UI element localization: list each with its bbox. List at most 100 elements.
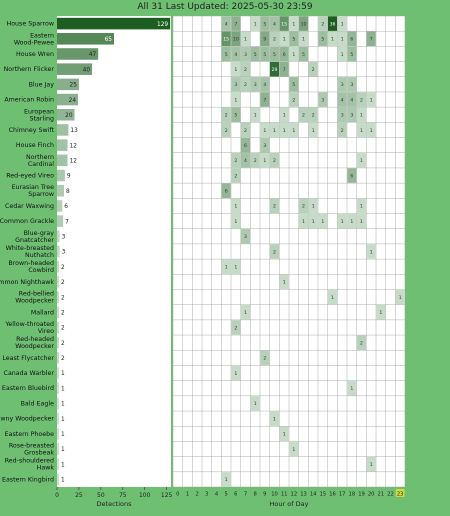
heatmap-cell-label: 4 — [225, 21, 228, 27]
heatmap-cell-label: 1 — [302, 37, 305, 43]
category-label: Downy Woodpecker — [0, 416, 54, 423]
bar-x-ticks: 0 25 50 75 100 125 — [55, 487, 173, 499]
heatmap-cell-label: 1 — [312, 219, 315, 225]
heatmap-cell-label: 1 — [292, 128, 295, 134]
heatmap-cell-label: 2 — [273, 204, 276, 210]
bar-value-label: 1 — [61, 478, 65, 484]
heatmap-cell — [221, 259, 231, 274]
heatmap-cell-label: 6 — [283, 52, 286, 58]
heatmap-cell-label: 2 — [263, 356, 266, 362]
heatmap-cell-label: 2 — [312, 67, 315, 73]
category-label: Canada Warbler — [4, 370, 55, 377]
heatmap-cell-label: 1 — [331, 295, 334, 301]
bar-value-label: 47 — [89, 52, 97, 58]
heatmap-cell — [337, 16, 347, 31]
heatmap-cell — [298, 198, 309, 214]
heatmap-cell — [298, 31, 309, 47]
heatmap-cell-label: 1 — [360, 204, 363, 210]
bar — [57, 382, 59, 395]
heatmap-cell — [337, 122, 347, 138]
tick-label: 50 — [97, 492, 105, 499]
bar — [57, 291, 59, 303]
heatmap-cell — [308, 61, 318, 77]
heatmap-x-ticks: 0 1 2 3 4 5 6 7 8 9 10 11 12 13 14 15 16 17 18 19 20 21 22 23 — [176, 489, 405, 498]
hour-tick-label: 9 — [263, 492, 266, 498]
heatmap-cell — [356, 335, 367, 350]
category-label: Rose-breasted Grosbeak — [9, 443, 55, 457]
bar — [57, 154, 68, 167]
hour-tick-label: 14 — [310, 492, 317, 498]
hour-tick-label: 11 — [281, 492, 288, 498]
heatmap-cell — [231, 320, 241, 335]
heatmap-cell — [337, 46, 347, 62]
heatmap-cell — [250, 107, 260, 123]
heatmap-cell — [269, 244, 280, 259]
heatmap-cell-label: 5 — [302, 52, 305, 58]
heatmap-cell-label: 4 — [273, 21, 276, 27]
hour-tick-label: 0 — [176, 492, 179, 498]
bar-series — [57, 17, 171, 486]
category-label: Red-bellied Woodpecker — [15, 291, 54, 305]
heatmap-cell-label: 6 — [350, 37, 353, 43]
heatmap-cell-label: 1 — [312, 128, 315, 134]
heatmap-cell-label: 1 — [331, 37, 334, 43]
hour-tick-label: 4 — [215, 492, 219, 498]
bar — [57, 397, 59, 410]
heatmap-cell-label: 15 — [223, 37, 229, 43]
heatmap-cell — [240, 77, 251, 92]
bar-value-label: 13 — [70, 128, 78, 134]
heatmap-cell — [289, 46, 299, 62]
heatmap-cell-label: 1 — [350, 219, 353, 225]
heatmap-cell-label: 7 — [370, 37, 373, 43]
heatmap-cell — [231, 365, 241, 381]
heatmap-cell — [221, 31, 231, 47]
heatmap-cell — [240, 122, 251, 138]
heatmap-cell-label: 2 — [234, 173, 237, 179]
heatmap-cell-label: 5 — [292, 82, 295, 88]
category-label: Bald Eagle — [21, 400, 55, 407]
heatmap-cell — [231, 107, 241, 123]
heatmap-cell — [250, 77, 260, 92]
heatmap-cell — [260, 46, 270, 62]
heatmap-cell — [289, 77, 299, 92]
category-label: Northern Cardinal — [26, 154, 54, 168]
bar-value-label: 1 — [61, 402, 65, 408]
heatmap-cell — [347, 213, 357, 229]
heatmap-cell — [240, 137, 251, 153]
heatmap-cell-label: 1 — [283, 128, 286, 134]
heatmap-cell-label: 5 — [263, 21, 266, 27]
heatmap-cell — [269, 31, 280, 47]
heatmap-cell — [337, 92, 347, 107]
category-label: American Robin — [4, 97, 54, 104]
heatmap-cell-label: 15 — [281, 21, 287, 27]
heatmap-cell-label: 1 — [234, 264, 237, 270]
heatmap-cell — [269, 411, 280, 426]
tick-label: 0 — [55, 492, 59, 499]
bar — [57, 443, 59, 455]
heatmap-cell-label: 4 — [350, 97, 353, 103]
heatmap-cell — [327, 31, 338, 47]
category-label: Least Flycatcher — [2, 355, 54, 362]
category-label: Brown-headed Cowbird — [8, 260, 54, 274]
bar-value-label: 3 — [62, 235, 66, 241]
heatmap-cell-label: 1 — [341, 21, 344, 27]
heatmap-cell-label: 29 — [272, 67, 278, 73]
heatmap-cell — [279, 16, 289, 31]
heatmap-cell — [260, 31, 270, 47]
heatmap-cell — [260, 16, 270, 31]
bar-value-label: 2 — [61, 310, 65, 316]
bar-value-label: 8 — [66, 189, 70, 195]
heatmap-cell-label: 3 — [254, 82, 257, 88]
heatmap-cell-label: 1 — [370, 128, 373, 134]
heatmap-cell-label: 6 — [225, 189, 228, 195]
bar — [57, 93, 79, 106]
heatmap-cell — [260, 77, 270, 92]
heatmap-cell — [356, 213, 367, 229]
heatmap-cell-label: 5 — [273, 52, 276, 58]
bar — [57, 276, 59, 288]
bar-value-label: 2 — [61, 280, 65, 286]
heatmap-cell-label: 1 — [254, 21, 257, 27]
heatmap-cell — [337, 31, 347, 47]
heatmap-cell-label: 1 — [273, 416, 276, 422]
bar-value-label: 2 — [61, 341, 65, 347]
